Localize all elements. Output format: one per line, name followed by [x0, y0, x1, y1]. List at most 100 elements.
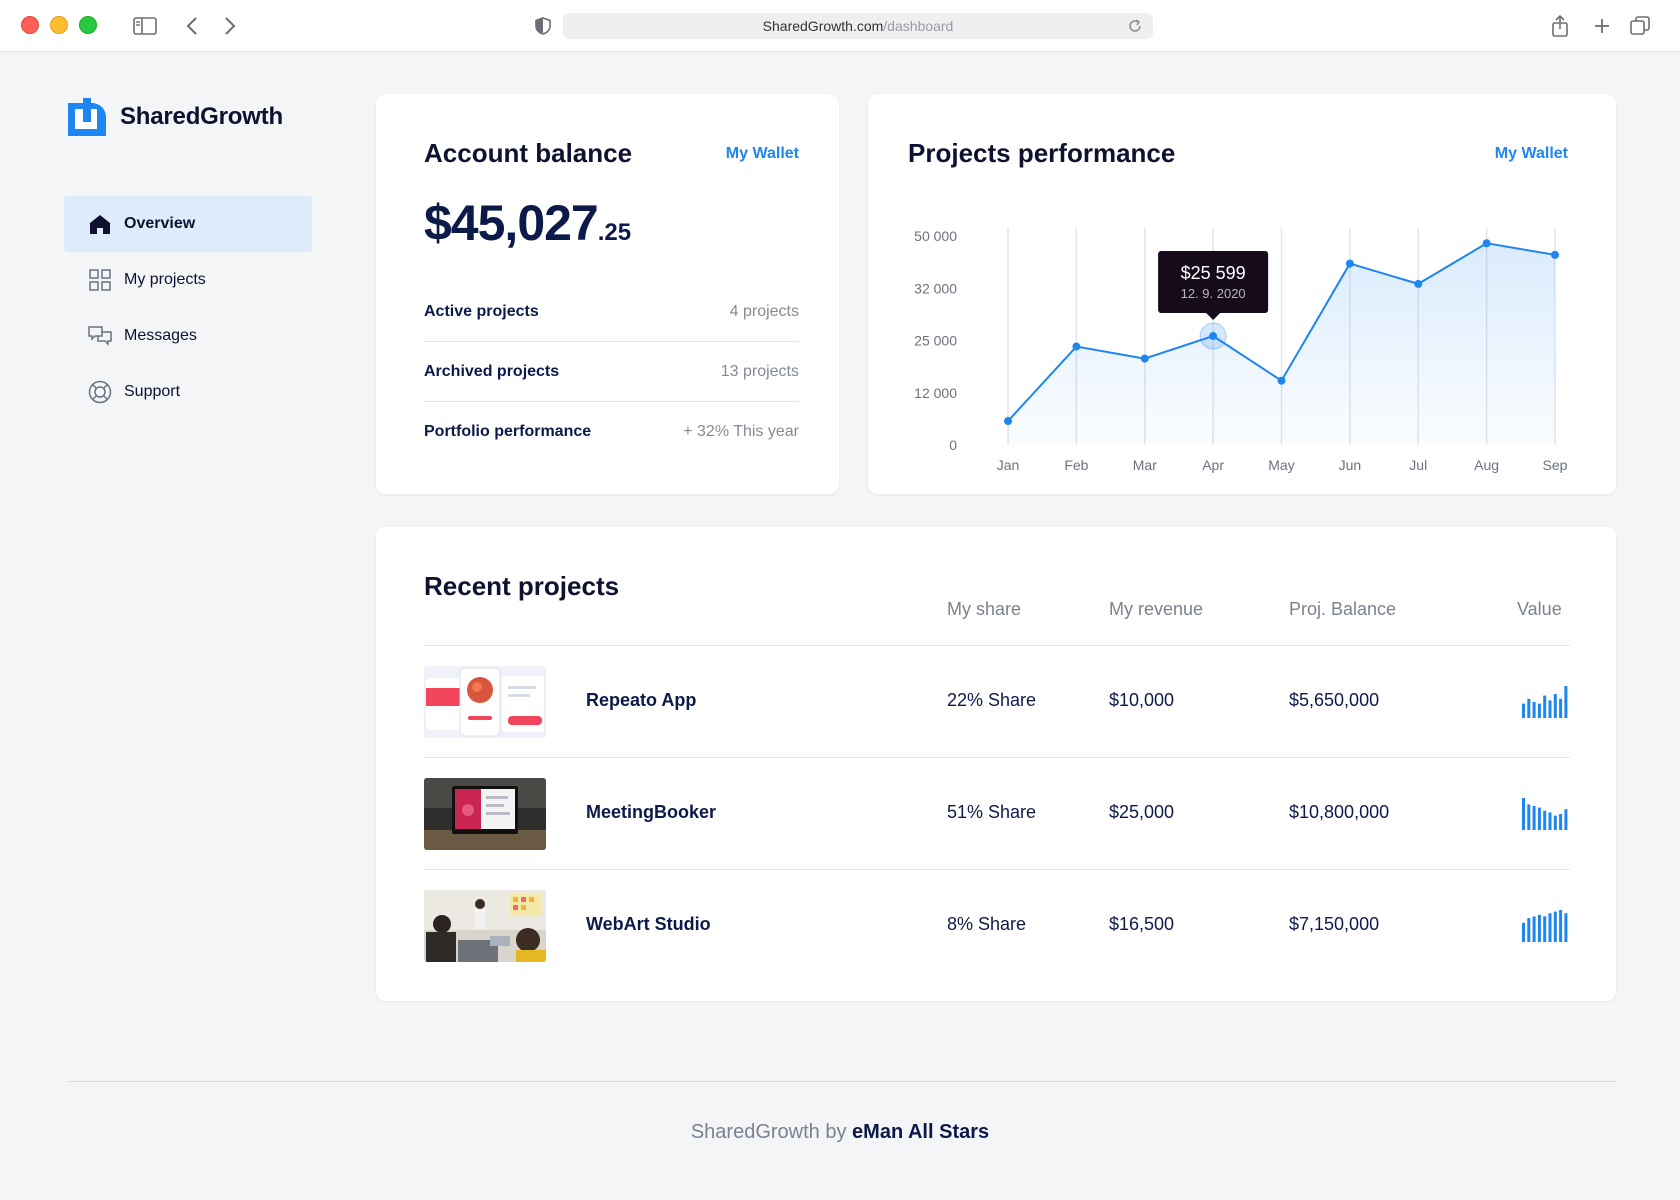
project-revenue: $16,500 [1109, 914, 1175, 934]
table-row[interactable]: Repeato App 22% Share $10,000 $5,650,000 [424, 646, 1570, 758]
balance-cents: .25 [597, 219, 632, 246]
sparkline-bar [1532, 806, 1536, 830]
sparkline-bar [1548, 913, 1552, 942]
sparkline-bar [1548, 700, 1552, 718]
brand-logo-icon [68, 98, 106, 136]
x-tick-label: Apr [1202, 457, 1224, 473]
chart-point[interactable] [1004, 417, 1012, 426]
recent-projects-title: Recent projects [424, 571, 620, 601]
my-wallet-link[interactable]: My Wallet [725, 145, 799, 162]
sidebar-item-support[interactable]: Support [64, 364, 312, 420]
sparkline-bar [1543, 916, 1547, 942]
project-name[interactable]: Repeato App [586, 690, 697, 710]
column-header-my-share[interactable]: My share [947, 599, 1022, 619]
table-row[interactable]: MeetingBooker 51% Share $25,000 $10,800,… [424, 758, 1570, 870]
sidebar-item-label: Support [124, 383, 181, 400]
stat-label: Portfolio performance [424, 423, 592, 440]
url-path: /dashboard [883, 18, 954, 34]
footer-divider [68, 1081, 1616, 1082]
tabs-overview-icon[interactable] [1628, 12, 1652, 40]
stat-active-projects: Active projects 4 projects [424, 282, 799, 342]
y-tick-label: 32 000 [914, 280, 957, 296]
sparkline-bar [1537, 703, 1541, 718]
stat-value: 13 projects [720, 363, 799, 380]
minimize-window-button[interactable] [50, 16, 68, 34]
sparkline-bar [1559, 814, 1563, 830]
divider [424, 401, 799, 402]
projects-performance-title: Projects performance [908, 138, 1176, 168]
sparkline-bar [1527, 698, 1531, 718]
sidebar-item-messages[interactable]: Messages [64, 308, 312, 364]
x-tick-label: Sep [1543, 457, 1568, 473]
chart-point[interactable] [1209, 332, 1218, 341]
project-thumbnail [424, 778, 546, 850]
sparkline-bar [1522, 798, 1525, 830]
address-bar[interactable]: SharedGrowth.com/dashboard [563, 13, 1153, 39]
y-tick-label: 12 000 [914, 385, 957, 401]
footer-prefix: SharedGrowth by [690, 1121, 847, 1143]
stat-label: Active projects [424, 303, 539, 320]
table-divider [424, 757, 1570, 758]
chart-point[interactable] [1414, 279, 1423, 288]
sidebar-item-label: Overview [124, 215, 196, 232]
sidebar-nav: Overview My projects Messages Support [64, 196, 312, 420]
x-tick-label: May [1268, 457, 1294, 473]
chart-point[interactable] [1551, 250, 1559, 259]
sparkline-bar [1548, 812, 1552, 830]
forward-icon[interactable] [218, 12, 242, 40]
back-icon[interactable] [180, 12, 204, 40]
recent-projects-card: Recent projects My share My revenue Proj… [376, 527, 1616, 1001]
chart-point[interactable] [1140, 354, 1149, 363]
tooltip-value: $25 599 [1181, 263, 1246, 283]
balance-amount: $45,027 [424, 195, 599, 251]
value-sparkline [1522, 910, 1568, 942]
chart-point[interactable] [1345, 259, 1354, 268]
close-window-button[interactable] [21, 16, 39, 34]
table-row[interactable]: WebArt Studio 8% Share $16,500 $7,150,00… [424, 870, 1570, 982]
chart-point[interactable] [1072, 342, 1081, 351]
sidebar-toggle-icon[interactable] [130, 12, 160, 40]
project-balance: $7,150,000 [1289, 914, 1380, 934]
x-tick-label: Feb [1064, 457, 1088, 473]
stat-value: 4 projects [729, 303, 799, 320]
project-balance: $10,800,000 [1289, 802, 1390, 822]
sparkline-bar [1559, 910, 1563, 942]
column-header-proj-balance[interactable]: Proj. Balance [1289, 599, 1397, 619]
account-balance-title: Account balance [424, 138, 633, 168]
sidebar-item-overview[interactable]: Overview [64, 196, 312, 252]
project-balance: $5,650,000 [1289, 690, 1380, 710]
account-balance-value: $45,027.25 [424, 194, 631, 252]
column-header-value[interactable]: Value [1517, 599, 1562, 619]
chart-point[interactable] [1482, 239, 1491, 248]
sparkline-bar [1543, 695, 1547, 718]
sparkline-bar [1564, 686, 1568, 718]
sidebar-item-my-projects[interactable]: My projects [64, 252, 312, 308]
chart-point[interactable] [1277, 376, 1286, 385]
project-share: 22% Share [947, 690, 1037, 710]
x-tick-label: Jun [1339, 457, 1362, 473]
value-sparkline [1522, 798, 1568, 830]
reload-icon[interactable] [1127, 18, 1143, 37]
sparkline-bar [1527, 804, 1531, 830]
grid-icon [88, 268, 112, 292]
footer-company-link[interactable]: eMan All Stars [852, 1121, 990, 1143]
browser-toolbar: SharedGrowth.com/dashboard [0, 0, 1680, 52]
column-header-my-revenue[interactable]: My revenue [1109, 599, 1204, 619]
sparkline-bar [1532, 916, 1536, 942]
project-name[interactable]: WebArt Studio [586, 914, 711, 934]
project-name[interactable]: MeetingBooker [586, 802, 717, 822]
sparkline-bar [1564, 913, 1568, 942]
sparkline-bar [1527, 918, 1531, 942]
projects-performance-card: Projects performance My Wallet 0 12 000 25… [868, 94, 1616, 494]
maximize-window-button[interactable] [79, 16, 97, 34]
chart-tooltip: $25 599 12. 9. 2020 [1158, 251, 1269, 321]
share-icon[interactable] [1548, 12, 1572, 40]
shield-icon[interactable] [532, 12, 554, 40]
performance-chart: 0 12 000 25 000 32 000 50 000 Jan Feb Mar Apr Ma… [914, 228, 1568, 473]
project-revenue: $10,000 [1109, 690, 1175, 710]
new-tab-icon[interactable] [1590, 12, 1614, 40]
chart-area [1008, 243, 1555, 445]
sparkline-bar [1564, 809, 1568, 830]
my-wallet-link[interactable]: My Wallet [1494, 145, 1568, 162]
brand-logo[interactable]: SharedGrowth [68, 98, 283, 136]
